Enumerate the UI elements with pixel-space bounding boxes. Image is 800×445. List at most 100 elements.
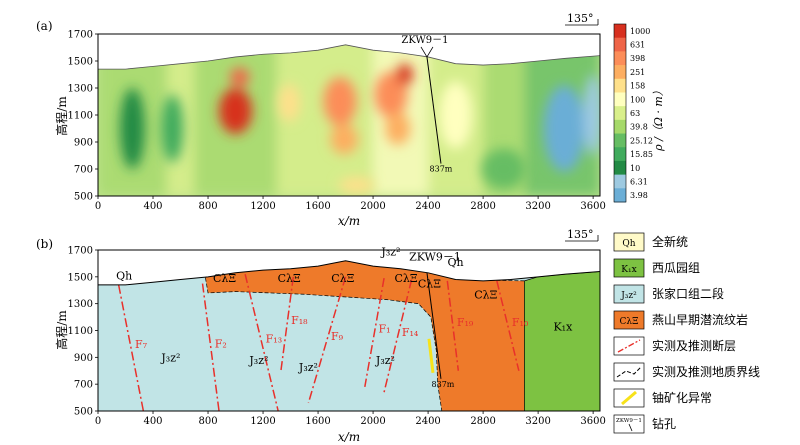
legend: Qh 全新统 K₁x 西瓜园组 J₃z² 张家口组二段 CλΞ 燕山早期潜流纹岩实测及推测断层… <box>613 232 760 434</box>
panel-a-label: (a) <box>36 19 53 33</box>
colorbar-tick-label: 63 <box>630 109 640 118</box>
drill-symbol <box>628 423 633 432</box>
contact-symbol <box>616 366 642 378</box>
colorbar-tick-label: 1000 <box>630 27 650 36</box>
colorbar-swatch <box>614 51 626 66</box>
fault-line <box>383 279 413 393</box>
resistivity-anomaly <box>278 83 301 122</box>
fault-symbol <box>617 339 641 353</box>
colorbar-tick-label: 6.31 <box>630 177 648 186</box>
colorbar-tick-label: 15.85 <box>630 150 653 159</box>
panel-b-x-tick-label: 2000 <box>360 416 385 427</box>
geology-label: Qh <box>448 256 464 269</box>
geology-panel: (b) 135° F₇ F₂ F₁₃ F₁₈ F₉ F₁ F₁₄ F₁₉ F₁₀ Qh Qh J₃z… <box>36 228 606 444</box>
legend-item: 铀矿化异常 <box>613 388 712 408</box>
panel-a-xlabel: x/m <box>338 214 360 228</box>
colorbar-tick-label: 25.12 <box>630 136 653 145</box>
drillhole-name: ZKW9－1 <box>401 35 448 46</box>
panel-b-orientation: 135° <box>567 228 594 241</box>
resistivity-anomaly <box>161 94 184 163</box>
panel-b-x-tick-label: 400 <box>143 416 162 427</box>
fault-line <box>244 273 279 412</box>
panel-a-y-tick-label: 1700 <box>68 30 93 41</box>
colorbar-swatch <box>614 37 626 52</box>
panel-b-x-tick-label: 2800 <box>470 416 495 427</box>
panel-b-x-tick-label: 2400 <box>415 416 440 427</box>
legend-label: 铀矿化异常 <box>652 391 712 405</box>
panel-a-y-tick-label: 900 <box>74 138 93 149</box>
uranium-anomaly <box>427 338 435 373</box>
geology-label: Qh <box>116 270 132 283</box>
colorbar-swatch <box>614 160 626 176</box>
legend-symbol: K₁x <box>621 265 636 275</box>
colorbar-swatch <box>614 78 626 93</box>
legend-swatch <box>613 284 645 304</box>
panel-a-x-tick-label: 2800 <box>470 201 495 212</box>
legend-item: CλΞ 燕山早期潜流纹岩 <box>613 310 748 330</box>
geology-label: CλΞ <box>278 272 301 285</box>
fault-label: F₁₃ <box>266 333 282 346</box>
legend-symbol: CλΞ <box>620 317 639 327</box>
topography-line <box>98 44 601 70</box>
panel-b-x-tick-label: 1200 <box>250 416 275 427</box>
legend-label: 西瓜园组 <box>652 261 700 275</box>
legend-label: 燕山早期潜流纹岩 <box>652 312 748 327</box>
panel-b-y-tick-label: 700 <box>74 380 93 391</box>
panel-b-y-tick-label: 500 <box>74 407 93 418</box>
colorbar-tick-label: 3.98 <box>630 191 648 200</box>
panel-a-x-tick-label: 2400 <box>415 201 440 212</box>
fault-line <box>307 276 347 404</box>
panel-a-y-tick-label: 700 <box>74 165 93 176</box>
panel-a-x-tick-label: 0 <box>95 201 101 212</box>
fault-label: F₁₄ <box>402 326 419 339</box>
geology-label: J₃z² <box>380 245 400 258</box>
panel-a-x-tick-label: 3200 <box>525 201 550 212</box>
resistivity-anomaly <box>481 148 526 190</box>
unit-k1x <box>524 271 600 411</box>
fault-line <box>201 283 220 412</box>
colorbar-tick-label: 158 <box>630 82 645 91</box>
colorbar-swatch <box>614 174 626 189</box>
colorbar-tick-label: 100 <box>630 95 645 104</box>
colorbar-label: ρ /（Ω · m） <box>652 85 665 152</box>
colorbar-tick-label: 10 <box>630 164 640 173</box>
resistivity-anomaly <box>385 112 411 145</box>
panel-b-x-tick-label: 3200 <box>525 416 550 427</box>
fault-line <box>496 280 520 371</box>
panel-b-y-tick-label: 1100 <box>68 326 93 337</box>
drillhole-trace <box>426 272 442 379</box>
panel-a-x-tick-label: 1600 <box>305 201 330 212</box>
resistivity-anomaly <box>583 74 600 156</box>
resistivity-anomaly <box>543 85 585 172</box>
resistivity-anomaly <box>330 124 358 155</box>
colorbar-swatch <box>614 106 626 121</box>
legend-swatch <box>613 232 645 252</box>
panel-b-y-tick-label: 1500 <box>68 272 93 283</box>
panel-b-x-tick-label: 3600 <box>580 416 605 427</box>
panel-b-x-tick-label: 0 <box>95 416 101 427</box>
panel-a-y-tick-label: 1500 <box>68 57 93 68</box>
fault-line <box>280 276 295 371</box>
legend-swatch <box>613 310 645 330</box>
colorbar-swatch <box>614 24 626 39</box>
panel-a-y-tick-label: 1100 <box>68 111 93 122</box>
colorbar-tick-label: 631 <box>630 41 645 50</box>
colorbar-tick-label: 251 <box>630 68 645 77</box>
geology-label: CλΞ <box>418 278 441 291</box>
legend-label: 全新统 <box>652 234 688 249</box>
legend-item: 实测及推测地质界线 <box>613 362 760 382</box>
panel-a-ylabel: 高程/m <box>54 96 69 136</box>
drillhole-depth: 837m <box>432 380 455 389</box>
colorbar-swatch <box>614 133 626 148</box>
panel-a-orientation: 135° <box>567 12 594 25</box>
colorbar-tick-label: 398 <box>630 54 645 63</box>
legend-label: 钻孔 <box>652 416 676 431</box>
resistivity-anomaly <box>439 81 473 149</box>
resistivity-anomaly <box>323 77 357 126</box>
resistivity-anomaly <box>230 67 250 87</box>
fault-label: F₁₈ <box>291 314 308 327</box>
panel-b-xlabel: x/m <box>338 430 360 444</box>
geology-label: CλΞ <box>395 272 418 285</box>
fault-label: F₇ <box>135 338 148 351</box>
colorbar-swatch <box>614 188 626 203</box>
